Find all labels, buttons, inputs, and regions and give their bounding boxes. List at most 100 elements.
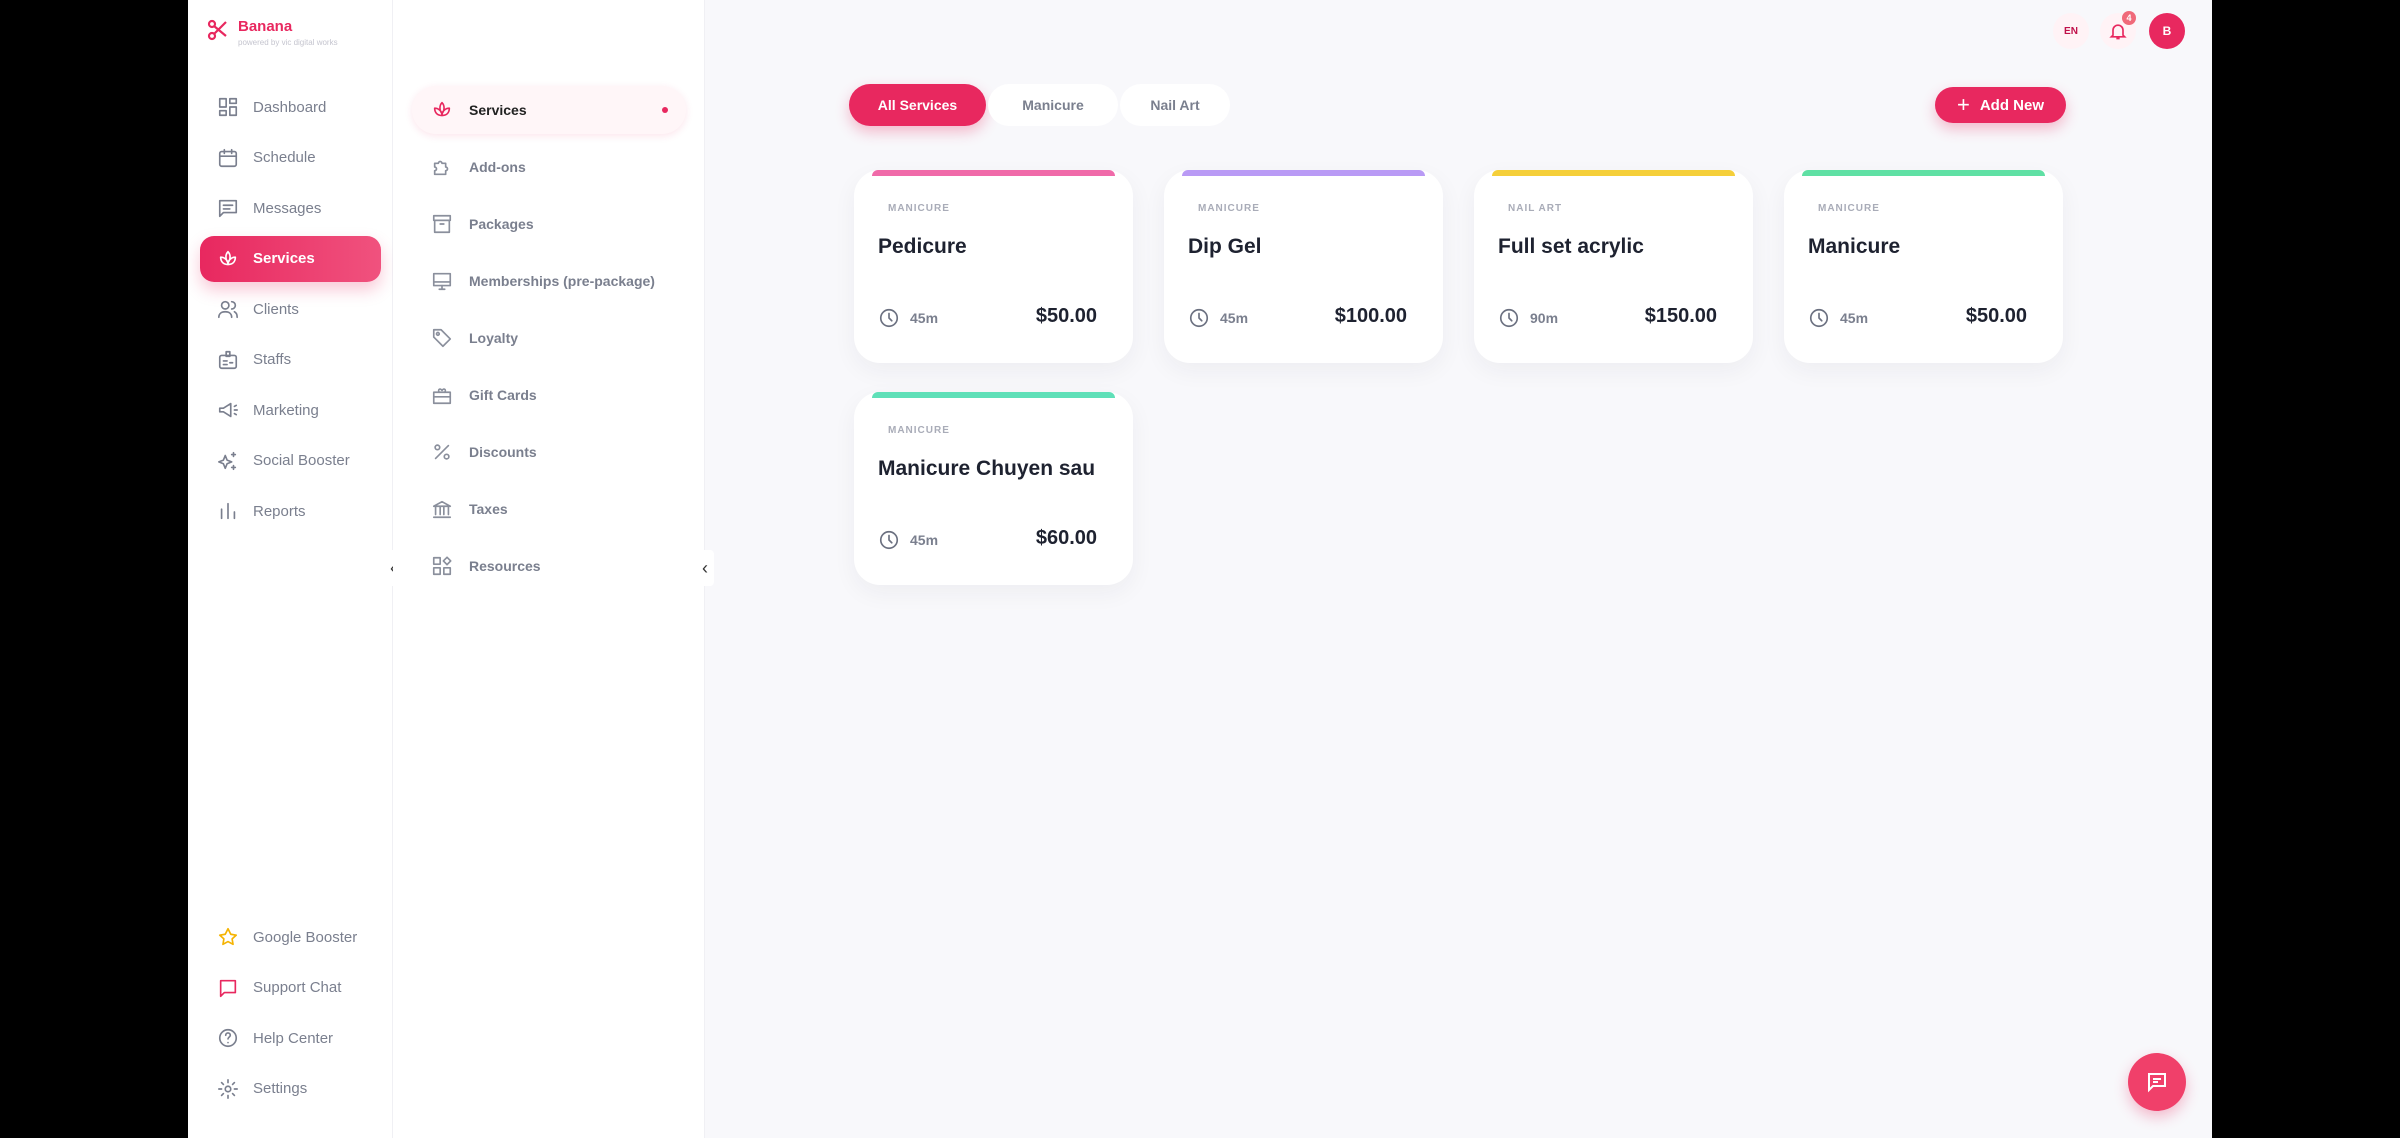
card-color-bar <box>1182 170 1425 176</box>
star-icon <box>218 927 238 946</box>
sidebar-item-label: Marketing <box>253 401 319 419</box>
bell-icon <box>2109 24 2127 40</box>
service-category: NAIL ART <box>1508 203 1563 214</box>
box-icon <box>432 214 452 234</box>
service-price: $50.00 <box>1035 305 1097 327</box>
service-price: $100.00 <box>1334 305 1407 327</box>
service-duration: 90m <box>1530 310 1559 326</box>
resources-icon <box>432 556 452 576</box>
percent-icon <box>434 444 450 460</box>
service-category: MANICURE <box>1818 203 1880 214</box>
puzzle-icon <box>433 160 449 176</box>
gear-icon <box>218 1078 238 1099</box>
service-name: Pedicure <box>878 235 967 258</box>
sidebar-item-support-chat[interactable]: Support Chat <box>200 965 381 1011</box>
gift-icon <box>432 388 452 405</box>
sidebar-item-marketing[interactable]: Marketing <box>200 387 381 433</box>
service-card[interactable]: MANICURE Manicure 45m $50.00 <box>1784 170 2063 363</box>
submenu-item-gift-cards[interactable]: Gift Cards <box>412 371 686 419</box>
sidebar-item-messages[interactable]: Messages <box>200 185 381 231</box>
sidebar-item-google-booster[interactable]: Google Booster <box>200 914 381 960</box>
clock-icon <box>1189 308 1209 328</box>
chat-fab[interactable] <box>2128 1053 2186 1111</box>
services-submenu: Services Add-ons Packages Memberships (pre-… <box>393 0 705 1138</box>
lotus-icon <box>219 250 237 265</box>
logo: Banana powered by vic digital works <box>206 18 338 47</box>
sidebar-item-label: Schedule <box>253 149 316 166</box>
sidebar-item-label: Dashboard <box>253 98 327 116</box>
language-button[interactable]: EN <box>2053 13 2089 49</box>
service-duration: 45m <box>1220 310 1249 326</box>
plus-icon: + <box>1956 92 1970 117</box>
collapse-submenu-button[interactable]: ‹ <box>696 550 714 586</box>
submenu-item-discounts[interactable]: Discounts <box>412 428 686 476</box>
filter-all-services[interactable]: All Services <box>849 84 986 126</box>
submenu-item-label: Taxes <box>469 501 508 517</box>
service-name: Full set acrylic <box>1498 235 1644 258</box>
sidebar-item-dashboard[interactable]: Dashboard <box>200 84 381 130</box>
submenu-item-label: Services <box>469 102 527 118</box>
bank-icon <box>432 500 452 519</box>
avatar[interactable]: B <box>2149 13 2185 49</box>
sidebar-item-label: Services <box>253 250 315 267</box>
service-price: $50.00 <box>1965 305 2027 327</box>
submenu-item-label: Loyalty <box>469 330 519 346</box>
service-card[interactable]: MANICURE Pedicure 45m $50.00 <box>854 170 1133 363</box>
service-name: Dip Gel <box>1188 235 1262 258</box>
filter-manicure[interactable]: Manicure <box>988 84 1118 126</box>
service-card[interactable]: MANICURE Manicure Chuyen sau 45m $60.00 <box>854 392 1133 585</box>
service-duration: 45m <box>910 310 939 326</box>
clock-icon <box>1809 308 1829 328</box>
notifications-button[interactable]: 4 <box>2100 11 2136 49</box>
service-card[interactable]: NAIL ART Full set acrylic 90m $150.00 <box>1474 170 1753 363</box>
submenu-item-label: Gift Cards <box>469 387 537 403</box>
submenu-item-loyalty[interactable]: Loyalty <box>412 314 686 362</box>
submenu-item-memberships-pre-package-[interactable]: Memberships (pre-package) <box>412 257 686 305</box>
add-new-label: Add New <box>1979 96 2045 114</box>
sidebar-item-schedule[interactable]: Schedule <box>200 135 381 181</box>
card-color-bar <box>872 392 1115 398</box>
service-category: MANICURE <box>1198 203 1260 214</box>
sidebar-item-label: Messages <box>253 199 322 217</box>
clock-icon <box>879 530 899 550</box>
clock-icon <box>879 308 899 328</box>
chat-icon <box>219 979 237 997</box>
sidebar-item-reports[interactable]: Reports <box>200 488 381 534</box>
sidebar-item-services[interactable]: Services <box>200 235 381 282</box>
submenu-item-resources[interactable]: Resources <box>412 542 686 590</box>
submenu-item-label: Resources <box>469 558 541 574</box>
sidebar-item-help-center[interactable]: Help Center <box>200 1015 381 1061</box>
submenu-item-add-ons[interactable]: Add-ons <box>412 143 686 191</box>
service-duration: 45m <box>1840 310 1869 326</box>
sidebar-item-social-booster[interactable]: Social Booster <box>200 438 381 484</box>
card-color-bar <box>1492 170 1735 176</box>
add-new-button[interactable]: + Add New <box>1935 87 2066 123</box>
active-dot <box>662 107 668 113</box>
sidebar-item-label: Social Booster <box>253 452 350 469</box>
service-name: Manicure <box>1808 235 1901 258</box>
users-icon <box>218 300 238 319</box>
card-color-bar <box>1802 170 2045 176</box>
sidebar-item-settings[interactable]: Settings <box>200 1066 381 1112</box>
service-price: $60.00 <box>1035 527 1097 549</box>
message-icon <box>218 199 238 218</box>
submenu-item-label: Packages <box>469 216 534 232</box>
filter-nail-art[interactable]: Nail Art <box>1120 84 1230 126</box>
clock-icon <box>1499 308 1519 328</box>
service-card[interactable]: MANICURE Dip Gel 45m $100.00 <box>1164 170 1443 363</box>
megaphone-icon <box>218 402 238 418</box>
submenu-item-packages[interactable]: Packages <box>412 200 686 248</box>
tag-icon <box>432 328 452 348</box>
submenu-item-label: Add-ons <box>469 159 526 175</box>
sidebar-item-clients[interactable]: Clients <box>200 286 381 332</box>
lotus-icon <box>433 101 451 117</box>
service-category: MANICURE <box>888 425 950 436</box>
sidebar-item-label: Support Chat <box>253 979 342 996</box>
sidebar-item-label: Settings <box>253 1080 308 1097</box>
sidebar-item-staffs[interactable]: Staffs <box>200 337 381 383</box>
chat-icon <box>2148 1073 2166 1093</box>
submenu-item-taxes[interactable]: Taxes <box>412 485 686 533</box>
sidebar-item-label: Help Center <box>253 1029 334 1047</box>
submenu-item-label: Memberships (pre-package) <box>469 273 655 289</box>
submenu-item-services[interactable]: Services <box>412 86 686 134</box>
